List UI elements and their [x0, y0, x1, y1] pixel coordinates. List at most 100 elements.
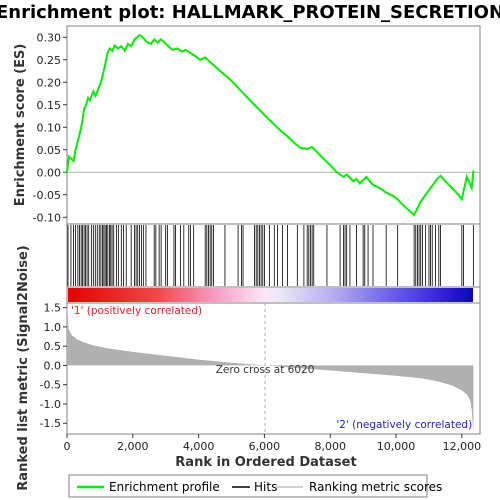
es-point: [68, 155, 70, 158]
es-point: [141, 36, 144, 39]
es-point: [349, 176, 351, 179]
es-point: [136, 36, 138, 39]
es-point: [436, 178, 438, 180]
es-y-tick-label: -0.05: [33, 189, 61, 202]
es-y-tick-label: 0.00: [37, 166, 62, 179]
x-axis: 0 2,000 4,000 6,000 8,000 10,000 12,000: [64, 434, 482, 453]
es-point: [342, 175, 345, 178]
zero-cross-label: Zero cross at 6020: [216, 364, 315, 376]
es-point: [100, 81, 102, 84]
es-point: [416, 207, 419, 210]
chart-title: Enrichment plot: HALLMARK_PROTEIN_SECRET…: [0, 2, 500, 23]
es-point: [227, 76, 230, 79]
es-point: [378, 187, 381, 189]
ranking-metric-area: [67, 303, 474, 432]
es-point: [280, 130, 282, 132]
es-point: [104, 63, 106, 66]
es-point: [111, 49, 114, 52]
es-point: [444, 180, 447, 183]
es-y-label: Enrichment score (ES): [13, 44, 28, 207]
es-point: [408, 209, 410, 212]
es-point: [133, 38, 136, 41]
es-point: [234, 83, 236, 85]
metric-y-tick-label: 1.5: [44, 302, 62, 315]
es-point: [401, 203, 404, 206]
es-point: [124, 49, 126, 52]
metric-y-tick-label: -0.5: [40, 379, 61, 392]
es-point: [163, 40, 165, 43]
es-point: [194, 55, 197, 57]
es-point: [329, 164, 332, 166]
es-point: [74, 148, 77, 151]
es-y-tick-label: 0.10: [37, 121, 62, 134]
es-point: [94, 94, 97, 97]
es-point: [273, 123, 276, 126]
metric-y-tick-label: 1.0: [44, 321, 62, 334]
enrichment-profile-points: [66, 34, 475, 216]
x-tick-label: 12,000: [443, 440, 482, 453]
metric-y-label: Ranked list metric (Signal2Noise): [16, 245, 31, 490]
metric-y-tick-label: -1.5: [40, 417, 61, 430]
positive-correlated-label: '1' (positively correlated): [71, 305, 202, 317]
es-point: [253, 103, 256, 106]
legend: Enrichment profile Hits Ranking metric s…: [68, 474, 442, 498]
es-point: [396, 198, 399, 201]
es-point: [311, 146, 313, 148]
es-point: [385, 191, 387, 194]
es-point: [66, 171, 68, 174]
legend-metric-label: Ranking metric scores: [309, 480, 442, 494]
es-y-tick-label: 0.15: [37, 99, 62, 112]
es-point: [355, 178, 358, 180]
es-point: [359, 182, 361, 185]
es-point: [220, 71, 223, 74]
es-point: [153, 38, 155, 41]
es-point: [130, 45, 132, 48]
es-point: [247, 97, 249, 99]
x-tick-label: 6,000: [249, 440, 281, 453]
es-point: [299, 147, 302, 149]
metric-y-tick-label: 0.0: [44, 359, 62, 372]
es-y-tick-label: -0.10: [33, 211, 61, 224]
hit-lines: [67, 225, 474, 286]
x-tick-label: 8,000: [314, 440, 346, 453]
es-point: [145, 40, 148, 43]
es-point: [214, 65, 216, 68]
es-point: [306, 148, 308, 150]
es-point: [209, 61, 211, 63]
es-point: [391, 194, 394, 197]
rank-color-bar: [66, 286, 481, 304]
es-point: [171, 49, 174, 51]
es-point: [81, 121, 83, 124]
es-point: [451, 187, 453, 189]
es-point: [433, 182, 435, 185]
es-point: [372, 184, 374, 186]
es-point: [266, 117, 269, 120]
es-point: [429, 187, 432, 189]
es-point: [102, 72, 104, 75]
es-point: [362, 179, 364, 182]
es-point: [166, 44, 169, 47]
es-point: [423, 196, 425, 198]
legend-enrichment-label: Enrichment profile: [109, 480, 220, 494]
es-point: [461, 198, 463, 201]
es-panel: -0.10 -0.05 0.00 0.05 0.10 0.15 0.20 0.25 0.30 E…: [13, 25, 481, 225]
es-point: [83, 108, 85, 111]
metric-y-tick-label: 0.5: [44, 340, 62, 353]
es-y-tick-label: 0.25: [37, 54, 62, 67]
color-bar-gradient: [68, 288, 473, 302]
es-point: [92, 90, 95, 93]
es-point: [189, 52, 192, 54]
es-point: [199, 58, 202, 61]
es-point: [120, 45, 123, 48]
hits-panel: [66, 223, 481, 288]
es-point: [176, 47, 179, 50]
es-point: [352, 180, 355, 183]
x-tick-label: 4,000: [183, 440, 215, 453]
es-point: [181, 50, 183, 53]
negative-correlated-label: '2' (negatively correlated): [336, 419, 472, 431]
es-point: [470, 187, 473, 189]
es-point: [439, 175, 442, 177]
metric-panel: -1.5 -1.0 -0.5 0.0 0.5 1.0 1.5 '1' (positively…: [16, 245, 481, 491]
x-axis-label: Rank in Ordered Dataset: [175, 455, 356, 470]
